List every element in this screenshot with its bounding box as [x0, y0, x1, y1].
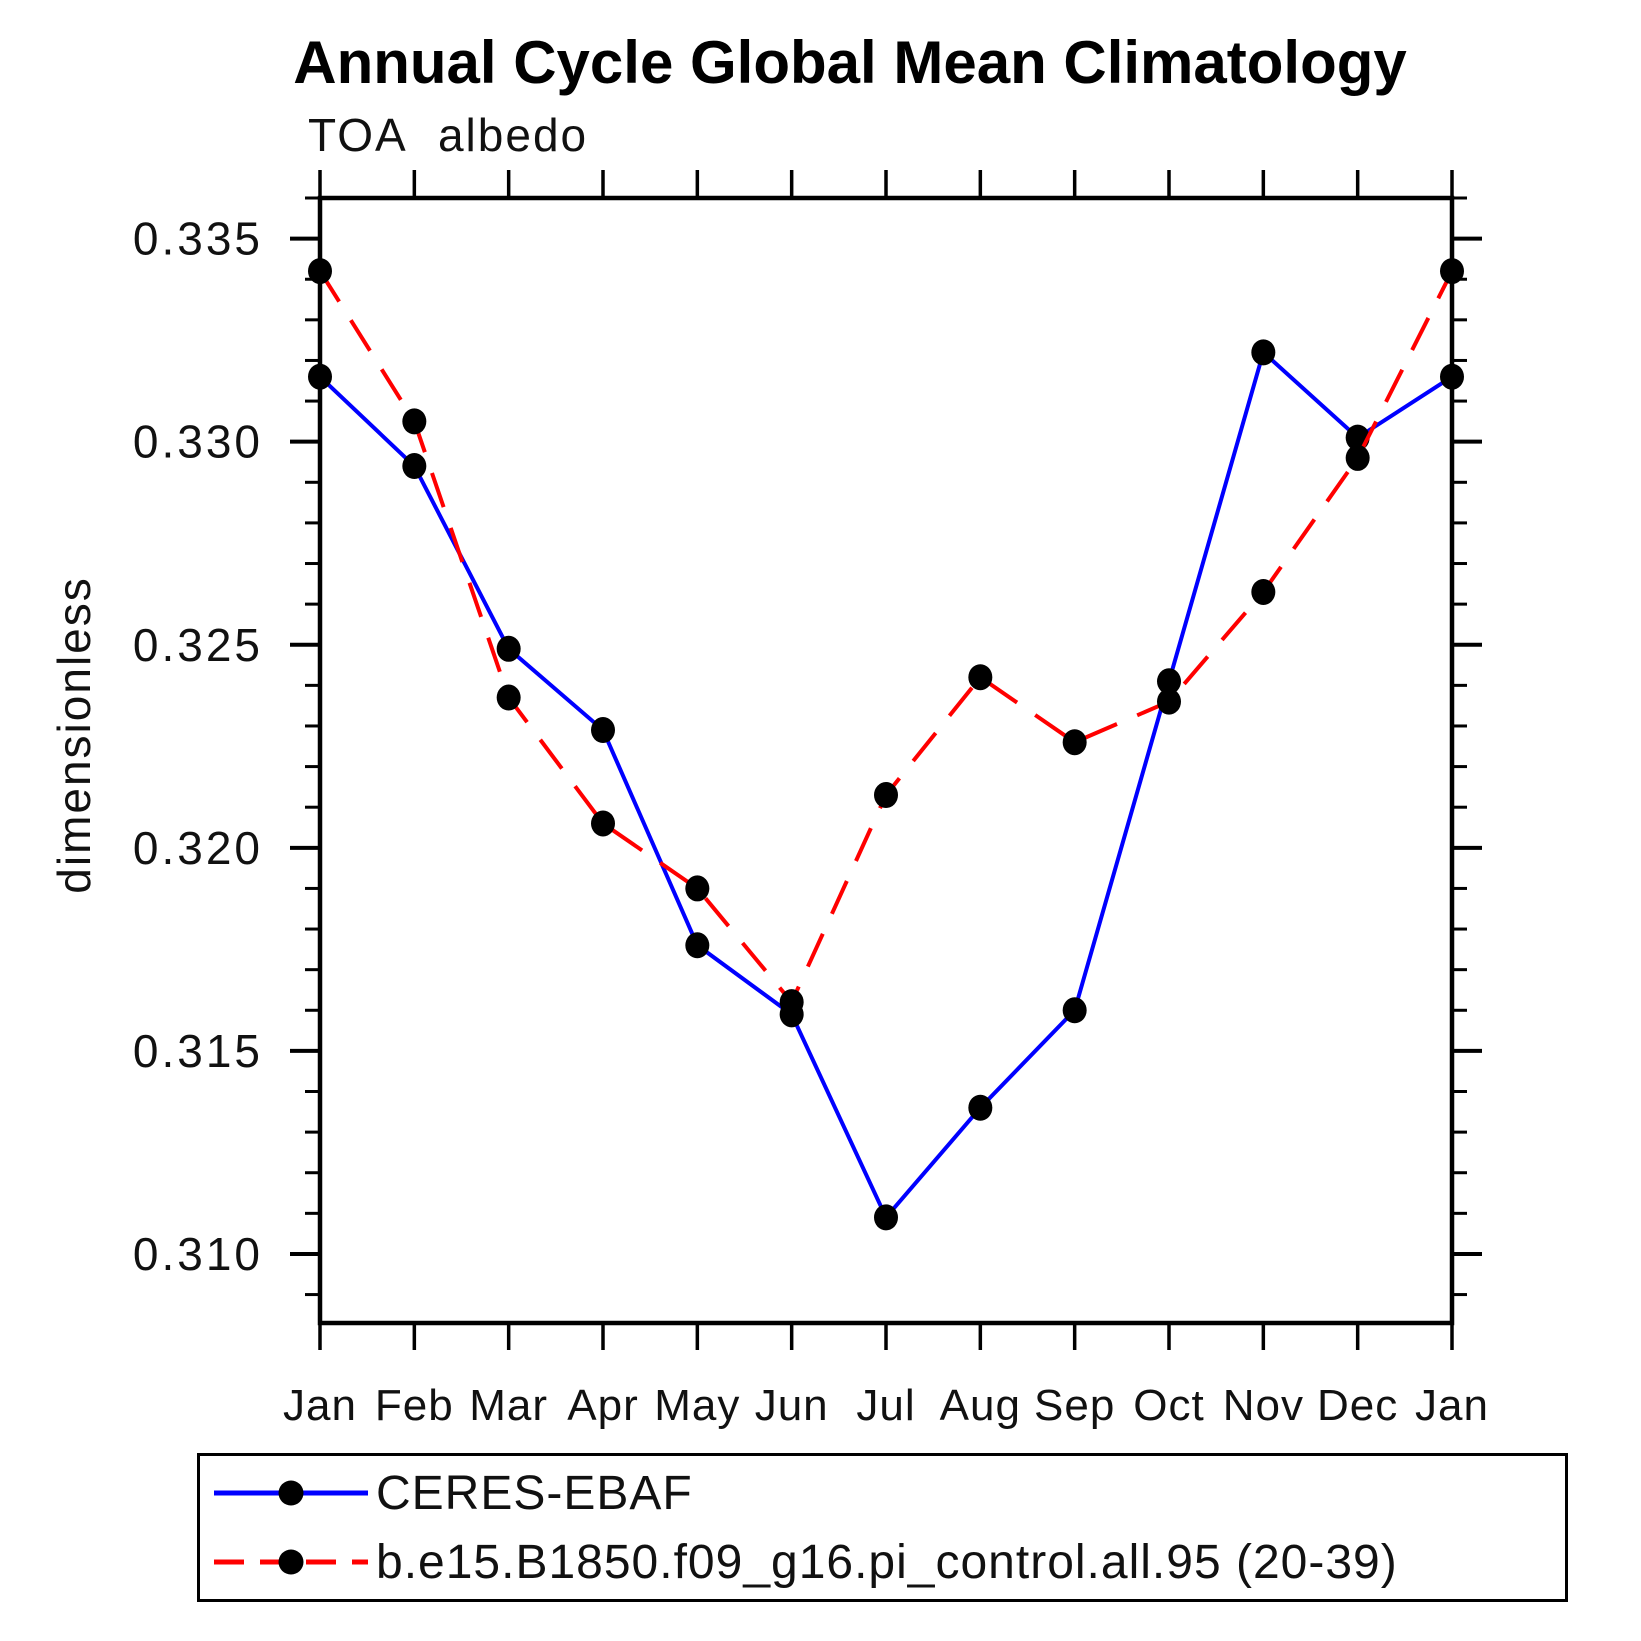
y-tick-label: 0.325: [133, 619, 263, 671]
x-tick-label: Feb: [375, 1381, 454, 1430]
y-tick-label: 0.330: [133, 416, 263, 468]
x-tick-label: Dec: [1317, 1381, 1398, 1430]
data-point: [496, 684, 521, 711]
y-tick-label: 0.320: [133, 822, 263, 874]
x-tick-label: Mar: [469, 1381, 548, 1430]
chart-subtitle: TOA albedo: [308, 109, 589, 161]
data-point: [1251, 578, 1276, 605]
data-point: [308, 258, 332, 285]
x-tick-label: Jan: [283, 1381, 357, 1430]
data-point: [402, 408, 427, 435]
data-point: [1345, 444, 1370, 471]
data-point: [1157, 688, 1181, 715]
data-point: [685, 932, 710, 959]
x-tick-label: Jul: [856, 1381, 915, 1430]
data-point: [1440, 258, 1464, 285]
data-point: [402, 453, 427, 480]
y-axis-title: dimensionless: [48, 576, 100, 893]
x-tick-label: Aug: [940, 1381, 1021, 1430]
data-point: [1440, 363, 1464, 390]
legend-swatch-solid-line: [214, 1480, 368, 1506]
legend-item-model: b.e15.B1850.f09_g16.pi_control.all.95 (2…: [200, 1530, 1565, 1594]
data-point: [968, 1094, 993, 1121]
x-tick-label: Jan: [1415, 1381, 1489, 1430]
data-point: [1062, 997, 1087, 1024]
series-line-1: [318, 270, 1454, 1006]
data-point: [874, 782, 898, 809]
data-point: [308, 363, 332, 390]
legend-label-model: b.e15.B1850.f09_g16.pi_control.all.95 (2…: [376, 1535, 1398, 1589]
x-tick-label: Nov: [1223, 1381, 1304, 1430]
y-tick-label: 0.335: [133, 213, 263, 265]
data-point: [496, 635, 521, 662]
y-tick-label: 0.310: [133, 1228, 263, 1280]
legend-item-ceres-ebaf: CERES-EBAF: [200, 1461, 1565, 1525]
data-point: [591, 717, 615, 744]
data-point: [685, 875, 710, 902]
legend: CERES-EBAF b.e15.B1850.f09_g16.pi_contro…: [197, 1453, 1568, 1602]
x-tick-label: May: [654, 1381, 740, 1430]
chart-title: Annual Cycle Global Mean Climatology: [293, 29, 1407, 96]
data-point: [1157, 668, 1181, 695]
data-point: [968, 664, 993, 691]
x-tick-label: Apr: [567, 1381, 638, 1430]
x-tick-label: Jun: [755, 1381, 829, 1430]
y-tick-label: 0.315: [133, 1025, 263, 1077]
data-point: [779, 989, 804, 1016]
x-tick-label: Oct: [1133, 1381, 1204, 1430]
data-point: [1251, 339, 1276, 366]
data-point: [591, 810, 615, 837]
data-point: [1062, 729, 1087, 756]
data-point: [874, 1204, 898, 1231]
x-tick-label: Sep: [1034, 1381, 1115, 1430]
legend-label-observation: CERES-EBAF: [376, 1466, 693, 1520]
legend-swatch-dashed-line: [214, 1549, 368, 1575]
